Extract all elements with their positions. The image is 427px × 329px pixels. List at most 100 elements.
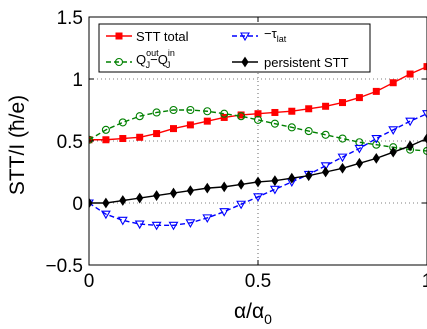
point-tau_lat bbox=[354, 144, 365, 154]
point-stt_total bbox=[322, 102, 330, 110]
point-stt_total bbox=[102, 136, 110, 144]
point-q_diff bbox=[135, 112, 144, 121]
point-persistent bbox=[321, 166, 330, 178]
series-stt_total bbox=[89, 63, 427, 144]
point-stt_total bbox=[406, 70, 414, 78]
legend-swatch-marker-q_diff bbox=[114, 57, 124, 67]
point-tau_lat bbox=[117, 216, 128, 226]
point-persistent bbox=[152, 190, 161, 201]
point-persistent bbox=[186, 185, 195, 197]
point-tau_lat bbox=[371, 134, 382, 144]
point-stt_total bbox=[355, 94, 363, 102]
point-q_diff bbox=[253, 115, 263, 124]
x-tick-label: 0 bbox=[84, 271, 95, 292]
point-stt_total bbox=[186, 121, 194, 129]
point-tau_lat bbox=[320, 162, 331, 171]
point-persistent bbox=[136, 192, 144, 204]
point-persistent bbox=[288, 172, 296, 184]
y-tick-label: −0.5 bbox=[45, 256, 83, 277]
y-tick-label: 0.5 bbox=[57, 132, 83, 153]
y-tick-label: 1.5 bbox=[57, 8, 83, 29]
point-stt_total bbox=[136, 133, 144, 141]
point-persistent bbox=[338, 162, 347, 174]
legend-label-persistent: persistent STT bbox=[264, 55, 349, 70]
point-q_diff bbox=[287, 123, 296, 132]
point-stt_total bbox=[254, 110, 262, 118]
point-stt_total bbox=[423, 63, 427, 71]
legend: STT total −τlat Qout J−Qin J persistent ST… bbox=[98, 23, 371, 73]
point-stt_total bbox=[305, 105, 313, 113]
point-stt_total bbox=[170, 125, 177, 133]
point-stt_total bbox=[119, 135, 127, 143]
point-tau_lat bbox=[337, 153, 348, 163]
legend-label-tau-lat: −τlat bbox=[264, 26, 287, 44]
point-persistent bbox=[237, 178, 245, 190]
point-q_diff bbox=[89, 135, 94, 144]
plot-series bbox=[89, 63, 427, 231]
point-tau_lat bbox=[422, 110, 427, 119]
point-stt_total bbox=[271, 108, 279, 116]
point-persistent bbox=[220, 181, 228, 193]
point-tau_lat bbox=[253, 193, 263, 202]
axis-ticks: 00.51−0.500.511.5 bbox=[45, 8, 427, 292]
point-stt_total bbox=[339, 99, 346, 107]
point-persistent bbox=[254, 176, 262, 188]
point-q_diff bbox=[321, 130, 330, 139]
point-q_diff bbox=[152, 108, 161, 117]
x-tick-label: 0.5 bbox=[245, 271, 271, 292]
point-persistent bbox=[372, 152, 380, 164]
y-tick-label: 0 bbox=[72, 194, 83, 215]
y-axis-label: STT/I (ħ/e) bbox=[6, 95, 29, 195]
point-q_diff bbox=[220, 109, 229, 118]
x-tick-label: 1 bbox=[422, 271, 427, 292]
point-q_diff bbox=[304, 127, 313, 136]
point-stt_total bbox=[288, 107, 296, 115]
point-q_diff bbox=[372, 140, 381, 149]
point-persistent bbox=[305, 170, 313, 182]
point-q_diff bbox=[338, 134, 347, 143]
legend-label-stt-total: STT total bbox=[136, 29, 189, 44]
legend-swatch-marker-persistent bbox=[241, 56, 249, 68]
point-stt_total bbox=[203, 117, 211, 125]
point-tau_lat bbox=[405, 117, 416, 127]
point-persistent bbox=[203, 182, 211, 194]
series-line-tau_lat bbox=[89, 113, 427, 227]
point-persistent bbox=[119, 195, 127, 206]
point-q_diff bbox=[101, 125, 110, 134]
legend-label-q-diff: Qout J−Qin J bbox=[136, 48, 175, 70]
point-q_diff bbox=[237, 112, 246, 121]
point-tau_lat bbox=[185, 219, 196, 228]
legend-swatch-marker-stt_total bbox=[115, 32, 123, 40]
point-tau_lat bbox=[202, 214, 213, 223]
y-tick-label: 1 bbox=[72, 70, 83, 91]
point-tau_lat bbox=[269, 185, 280, 195]
point-tau_lat bbox=[134, 220, 145, 230]
point-q_diff bbox=[186, 105, 195, 115]
point-tau_lat bbox=[168, 221, 179, 231]
point-stt_total bbox=[153, 130, 161, 138]
point-stt_total bbox=[389, 79, 397, 87]
point-persistent bbox=[389, 146, 397, 158]
point-stt_total bbox=[372, 87, 380, 95]
point-persistent bbox=[355, 157, 364, 169]
point-tau_lat bbox=[219, 208, 230, 217]
series-line-q_diff bbox=[89, 109, 427, 152]
point-tau_lat bbox=[151, 221, 162, 231]
x-axis-label: α/α0 bbox=[234, 300, 272, 327]
point-persistent bbox=[102, 197, 110, 209]
point-q_diff bbox=[203, 107, 212, 116]
point-tau_lat bbox=[100, 210, 111, 220]
legend-swatch-marker-tau_lat bbox=[240, 32, 250, 42]
point-q_diff bbox=[118, 118, 127, 127]
point-tau_lat bbox=[236, 200, 247, 210]
point-persistent bbox=[406, 140, 414, 152]
point-q_diff bbox=[270, 119, 279, 128]
point-persistent bbox=[169, 187, 178, 199]
point-tau_lat bbox=[388, 126, 399, 135]
grid-lines bbox=[89, 17, 427, 265]
legend-box bbox=[98, 23, 371, 73]
series-q_diff bbox=[89, 105, 427, 155]
point-q_diff bbox=[422, 146, 427, 155]
point-persistent bbox=[271, 175, 279, 187]
